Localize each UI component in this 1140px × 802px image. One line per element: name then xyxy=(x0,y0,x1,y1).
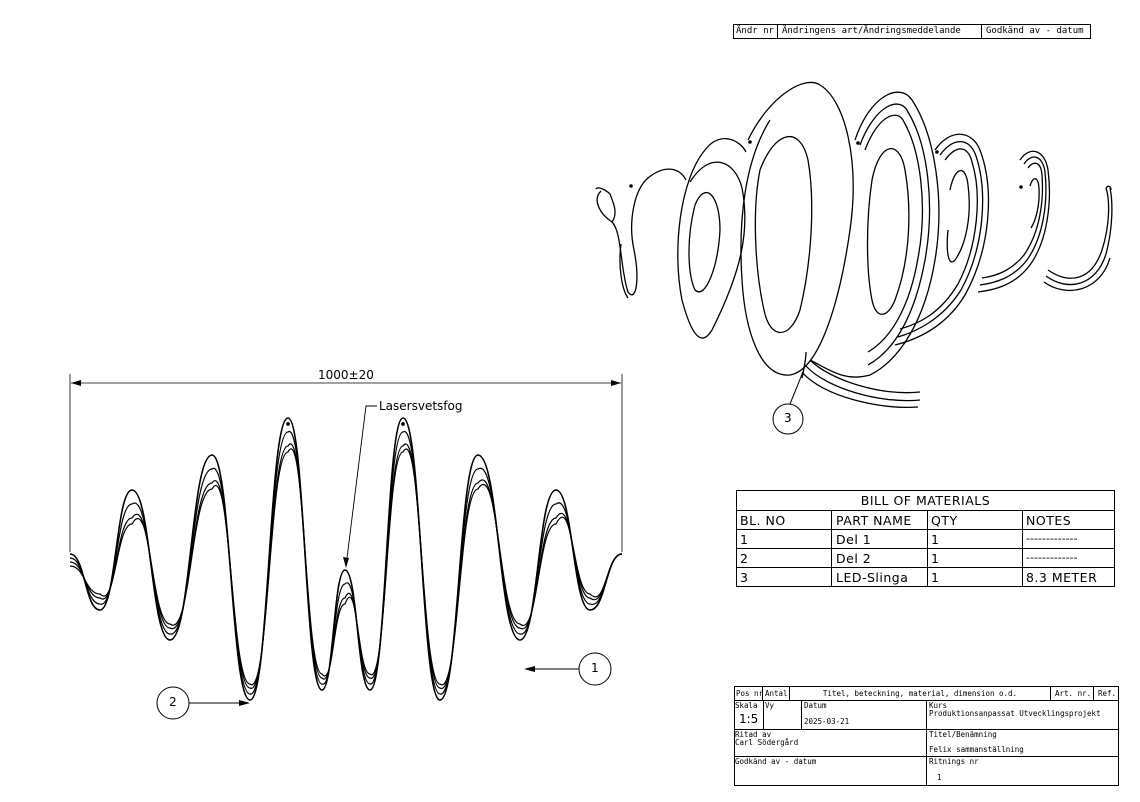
tb-kurs-label: Kurs xyxy=(929,701,948,710)
bom-col-rule-1 xyxy=(831,510,832,587)
wave-outlines xyxy=(69,417,623,701)
tb-rule-v-artnr xyxy=(1093,686,1094,700)
bom-frame xyxy=(736,490,1115,587)
spiral-coil-4 xyxy=(809,91,940,378)
tb-datum-label: Datum xyxy=(804,701,827,710)
bom-row-3-notes: 8.3 METER xyxy=(1026,570,1098,585)
balloon-3-label: 3 xyxy=(784,411,792,425)
revision-col-godkand: Godkänd av - datum xyxy=(986,26,1084,36)
bom-title-rule xyxy=(736,510,1115,511)
tb-pos-nr: Pos nr xyxy=(736,689,764,698)
tb-skala-value: 1:5 xyxy=(739,712,759,726)
revision-divider-2 xyxy=(981,24,982,39)
wave-peak-dot-2 xyxy=(401,422,405,426)
wave-outline-4 xyxy=(69,448,623,686)
revision-col-art: Ändringens art/Ändringsmeddelande xyxy=(782,26,961,36)
leader-line-3 xyxy=(789,371,804,405)
bom-row-2-qty: 1 xyxy=(931,551,940,566)
dimension-label: 1000±20 xyxy=(318,368,374,382)
spiral-coil-2 xyxy=(677,138,747,339)
tb-vy-label: Vy xyxy=(765,701,775,710)
tb-ritnings-label: Ritnings nr xyxy=(929,757,979,766)
bom-header-rule xyxy=(736,529,1115,530)
bom-row-2-bl-no: 2 xyxy=(740,551,749,566)
bom-row-1-qty: 1 xyxy=(931,532,940,547)
tb-titel-label: Titel/Benämning xyxy=(929,730,997,739)
bom-row-3-part-name: LED-Slinga xyxy=(836,570,909,585)
spiral-coil-5 xyxy=(894,133,990,346)
bom-row-rule-1 xyxy=(736,548,1115,549)
balloon-3-circle xyxy=(772,403,804,435)
bom-row-2-notes: ------------- xyxy=(1026,551,1078,564)
tb-rule-v-title xyxy=(1050,686,1051,700)
bom-header-bl-no: BL. NO xyxy=(740,513,786,528)
wave-outline-3 xyxy=(69,443,623,689)
tb-ritad-label: Ritad av xyxy=(735,730,772,739)
tb-rule-v-mid xyxy=(926,700,927,786)
tb-antal: Antal xyxy=(765,689,788,698)
spiral-dot-4 xyxy=(935,150,939,154)
front-wave-view xyxy=(69,374,623,720)
bom-header-notes: NOTES xyxy=(1026,513,1072,528)
bom-col-rule-3 xyxy=(1022,510,1023,587)
bom-row-2-part-name: Del 2 xyxy=(836,551,872,566)
tb-titel-value: Felix sammanställning xyxy=(929,745,1024,754)
bom-row-3-bl-no: 3 xyxy=(740,570,749,585)
tb-ritnings-value: 1 xyxy=(937,773,942,782)
bom-row-3-qty: 1 xyxy=(931,570,940,585)
revision-block-frame xyxy=(733,24,1091,39)
tb-kurs-value: Produktionsanpassat Utvecklingsprojekt xyxy=(929,709,1101,718)
bom-row-rule-2 xyxy=(736,567,1115,568)
tb-rule-v-datum xyxy=(801,700,802,729)
tb-title-desc: Titel, beteckning, material, dimension o… xyxy=(822,689,1018,698)
bom-row-1-notes: ------------- xyxy=(1026,532,1078,545)
wave-peak-dot-1 xyxy=(286,422,290,426)
wave-outline-2 xyxy=(69,431,623,695)
spiral-base-band xyxy=(801,351,921,409)
weld-leader xyxy=(345,405,377,567)
tb-datum-value: 2025-03-21 xyxy=(804,717,850,726)
bom-col-rule-2 xyxy=(927,510,928,587)
spiral-coil-6 xyxy=(977,150,1051,293)
spiral-coil-1 xyxy=(595,168,687,299)
balloon-1-circle xyxy=(578,652,612,686)
bom-row-1-bl-no: 1 xyxy=(740,532,749,547)
revision-col-andr-nr: Ändr nr xyxy=(736,26,774,36)
spiral-tail xyxy=(1043,185,1113,291)
tb-art-nr: Art. nr. xyxy=(1055,689,1092,698)
tb-rule-v-skala xyxy=(763,700,764,729)
wave-outline-1 xyxy=(69,417,623,701)
spiral-dot-2 xyxy=(748,140,752,144)
leader-2-arrowhead xyxy=(239,700,250,706)
bom-header-qty: QTY xyxy=(931,513,958,528)
tb-ref: Ref. xyxy=(1098,689,1117,698)
tb-skala-label: Skala xyxy=(735,701,758,710)
tb-ritad-value: Carl Södergård xyxy=(735,738,799,747)
weld-arrowhead xyxy=(343,557,349,568)
spiral-dot-1 xyxy=(629,184,633,188)
balloon-1-label: 1 xyxy=(591,661,599,675)
spiral-coil-3 xyxy=(740,81,854,376)
weld-note: Lasersvetsfog xyxy=(379,399,463,413)
balloon-2-circle xyxy=(156,686,190,720)
tb-rule-v-antal xyxy=(789,686,790,700)
isometric-spiral-view xyxy=(595,81,1113,435)
bom-header-part-name: PART NAME xyxy=(836,513,912,528)
leader-1-arrowhead xyxy=(524,666,535,672)
tb-godkand-label: Godkänd av - datum xyxy=(735,757,817,766)
bom-row-1-part-name: Del 1 xyxy=(836,532,872,547)
revision-divider-1 xyxy=(777,24,778,39)
balloon-2-label: 2 xyxy=(169,695,177,709)
spiral-dot-5 xyxy=(1019,185,1023,189)
tb-rule-v-pos xyxy=(762,686,763,700)
spiral-dot-3 xyxy=(856,141,860,145)
bom-title: BILL OF MATERIALS xyxy=(860,493,991,508)
